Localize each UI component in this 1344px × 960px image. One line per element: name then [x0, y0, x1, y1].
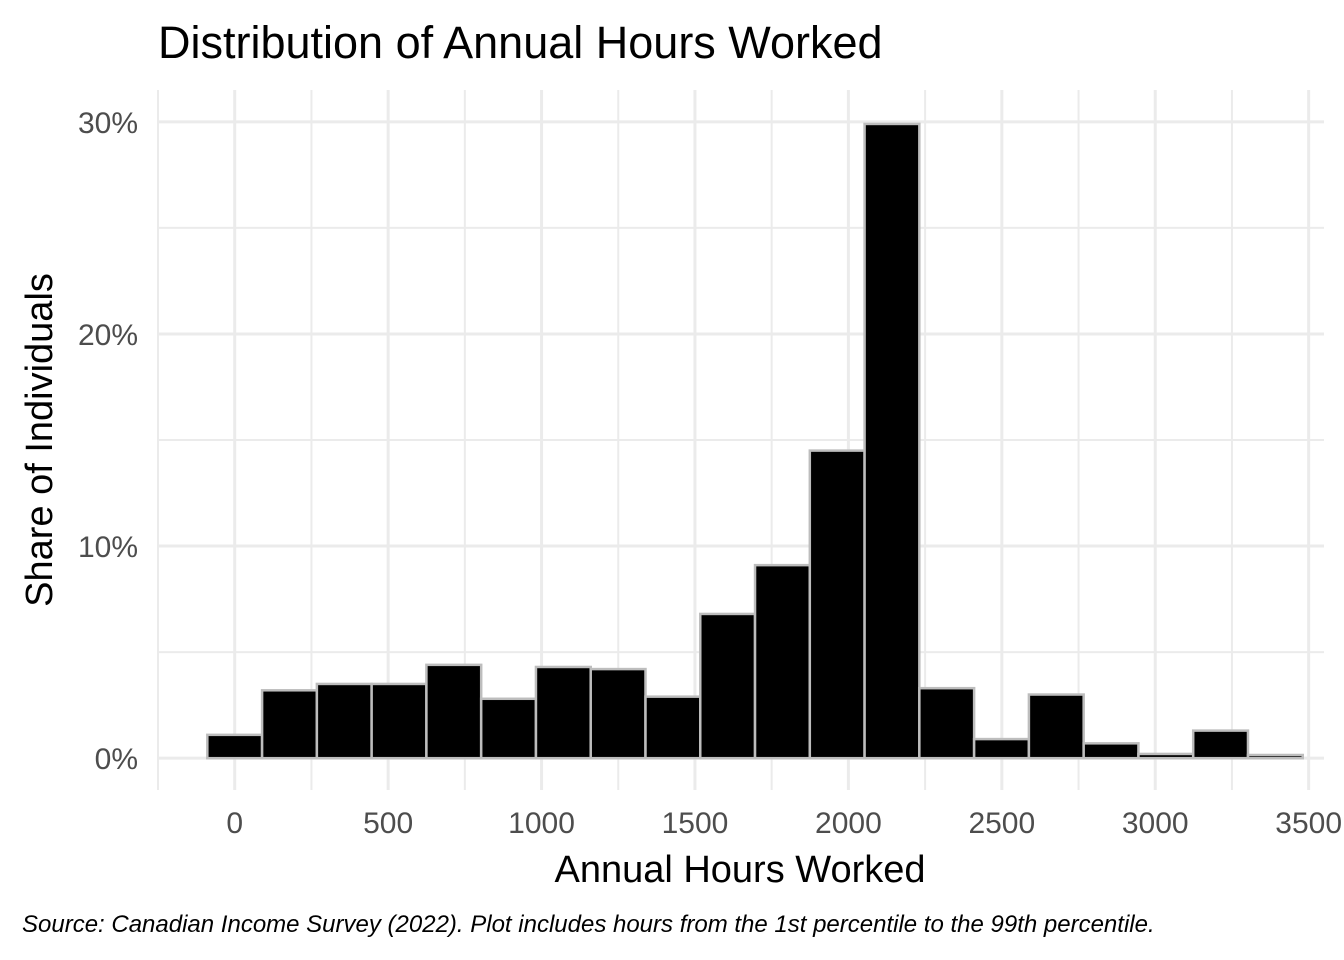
x-tick-label: 1000 — [508, 807, 575, 840]
x-axis-tick-labels: 0 500 1000 1500 2000 2500 3000 3500 — [226, 807, 1342, 840]
histogram-bar — [315, 682, 373, 760]
histogram-bar — [479, 697, 538, 760]
histogram-bar — [918, 686, 976, 760]
x-tick-label: 3500 — [1275, 807, 1342, 840]
histogram-bar — [206, 733, 264, 760]
histogram-bar — [370, 682, 428, 760]
x-tick-label: 2500 — [968, 807, 1035, 840]
histogram-bars — [206, 122, 1305, 760]
x-axis-title: Annual Hours Worked — [554, 849, 925, 891]
histogram-bar — [260, 689, 319, 760]
x-tick-label: 2000 — [815, 807, 882, 840]
y-tick-label: 0% — [95, 743, 138, 776]
histogram-bar — [863, 122, 921, 760]
histogram-bar — [1082, 742, 1140, 760]
x-tick-label: 1500 — [662, 807, 729, 840]
histogram-bar — [589, 667, 647, 760]
histogram-bar — [1191, 729, 1250, 760]
x-tick-label: 0 — [226, 807, 243, 840]
y-tick-label: 10% — [78, 531, 138, 564]
histogram-bar — [644, 695, 702, 760]
x-tick-label: 3000 — [1122, 807, 1189, 840]
y-tick-label: 20% — [78, 319, 138, 352]
histogram-bar — [534, 665, 592, 760]
y-axis-title: Share of Individuals — [19, 273, 61, 607]
y-tick-label: 30% — [78, 107, 138, 140]
histogram-bar — [1027, 693, 1085, 760]
histogram-bar — [425, 663, 483, 760]
chart-title: Distribution of Annual Hours Worked — [158, 17, 883, 68]
histogram-bar — [808, 449, 866, 760]
histogram-bar — [1246, 753, 1305, 760]
histogram-bar — [1137, 752, 1195, 760]
y-axis-tick-labels: 0% 10% 20% 30% — [78, 107, 138, 776]
histogram-bar — [753, 563, 812, 760]
x-tick-label: 500 — [363, 807, 413, 840]
source-caption: Source: Canadian Income Survey (2022). P… — [22, 911, 1155, 938]
histogram-bar — [699, 612, 757, 760]
histogram-bar — [972, 737, 1031, 760]
